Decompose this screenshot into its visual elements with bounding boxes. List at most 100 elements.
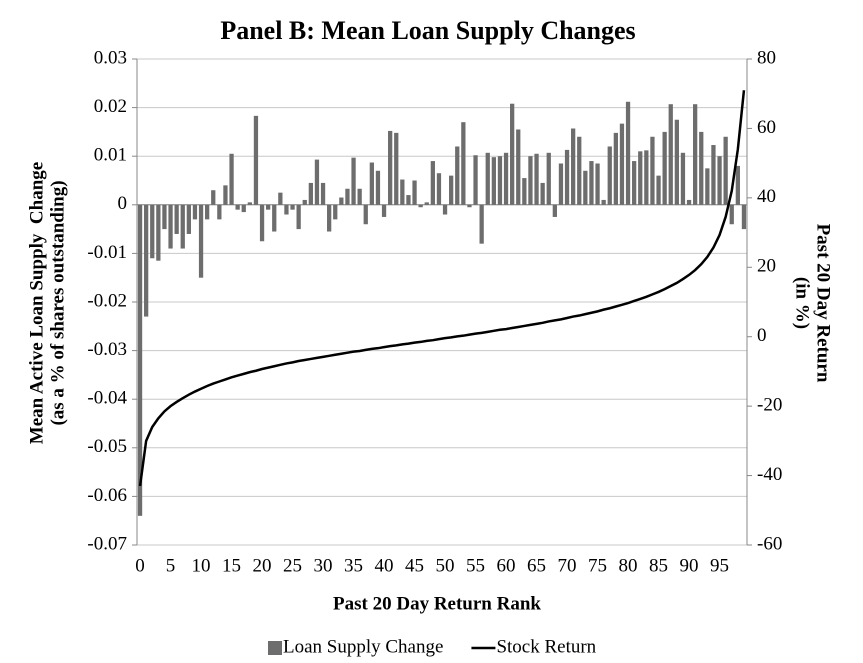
y2-tick-label: 80 — [757, 47, 776, 68]
y-tick-label: 0.01 — [94, 145, 127, 166]
bar — [412, 180, 417, 205]
bar — [735, 165, 740, 205]
y-tick-label: -0.07 — [87, 533, 127, 554]
y-tick-label: -0.06 — [87, 485, 127, 506]
bar — [625, 101, 631, 205]
bar — [650, 136, 655, 205]
x-tick-label: 5 — [166, 555, 176, 576]
bar — [192, 204, 198, 220]
bar — [729, 204, 734, 225]
bar — [668, 104, 673, 205]
bar — [577, 136, 582, 205]
bar — [644, 150, 649, 205]
y-axis-title-line: Mean Active Loan Supply Change — [26, 162, 47, 444]
y2-tick-label: 60 — [757, 117, 776, 138]
bar — [662, 131, 667, 205]
bar — [595, 163, 600, 205]
bar — [205, 204, 210, 220]
bar — [259, 204, 265, 242]
bar — [656, 175, 661, 205]
x-tick-label: 45 — [405, 555, 424, 576]
y-tick-label: -0.05 — [87, 436, 127, 457]
bar — [717, 156, 722, 205]
x-tick-label: 90 — [680, 555, 699, 576]
bar — [211, 190, 216, 205]
bar — [162, 204, 167, 230]
y2-tick-label: 0 — [757, 325, 767, 346]
bar — [369, 162, 374, 205]
bar — [540, 182, 545, 205]
y2-axis-title: Past 20 Day Return (in %) — [792, 224, 834, 383]
x-tick-label: 35 — [344, 555, 363, 576]
bar — [632, 161, 637, 205]
bar — [571, 128, 576, 205]
bar — [711, 145, 716, 205]
bar — [552, 204, 557, 217]
x-tick-label: 75 — [588, 555, 607, 576]
bar — [247, 202, 252, 205]
bar — [461, 122, 466, 205]
bar — [583, 170, 588, 205]
y-tick-label: -0.04 — [87, 388, 127, 409]
bar — [174, 204, 179, 234]
bar — [619, 123, 625, 205]
bar — [546, 152, 551, 205]
bar — [638, 151, 643, 205]
y2-tick-label: 40 — [757, 186, 776, 207]
y-tick-label: 0.03 — [94, 47, 127, 68]
bar — [351, 157, 356, 205]
bar — [430, 161, 435, 205]
bar — [601, 199, 606, 205]
bar — [235, 204, 240, 210]
bar — [485, 152, 490, 205]
bar — [357, 188, 362, 205]
x-tick-label: 10 — [192, 555, 211, 576]
bar — [223, 185, 228, 205]
bar — [406, 195, 411, 205]
bar — [144, 204, 149, 317]
bar — [516, 129, 521, 205]
y-axis-title-line: (as a % of shares outstanding) — [47, 180, 68, 425]
bar — [424, 202, 429, 205]
bar — [473, 155, 478, 205]
x-tick-label: 65 — [527, 555, 546, 576]
x-tick-label: 40 — [375, 555, 394, 576]
x-tick-label: 95 — [710, 555, 729, 576]
y-tick-label: 0.02 — [94, 96, 127, 117]
bar — [534, 153, 539, 205]
bar — [229, 153, 234, 205]
x-axis-title: Past 20 Day Return Rank — [333, 593, 541, 614]
bar — [156, 204, 161, 261]
x-tick-label: 60 — [497, 555, 516, 576]
bar — [467, 204, 472, 208]
bar — [345, 188, 350, 205]
bar — [137, 204, 143, 516]
bar — [497, 156, 503, 205]
y2-axis-title-line: (in %) — [792, 277, 813, 329]
bar — [278, 192, 283, 205]
y2-tick-label: -60 — [757, 533, 782, 554]
x-tick-label: 85 — [649, 555, 668, 576]
bar — [333, 204, 338, 220]
bar — [320, 182, 326, 205]
bar — [589, 161, 594, 205]
y-tick-label: -0.01 — [87, 242, 127, 263]
bar — [418, 204, 423, 208]
bar — [741, 204, 747, 230]
chart-title: Panel B: Mean Loan Supply Changes — [220, 16, 635, 45]
bar — [394, 132, 399, 205]
bar — [613, 132, 618, 205]
bar — [491, 157, 496, 205]
bar — [308, 182, 313, 205]
x-tick-label: 50 — [436, 555, 455, 576]
y2-tick-label: -20 — [757, 395, 782, 416]
bar — [674, 119, 679, 205]
x-tick-label: 20 — [253, 555, 272, 576]
bar — [375, 170, 381, 205]
bar — [381, 204, 387, 217]
legend-label: Loan Supply Change — [283, 636, 443, 657]
bar — [442, 204, 448, 215]
bar — [693, 104, 698, 205]
legend-swatch — [268, 641, 282, 655]
